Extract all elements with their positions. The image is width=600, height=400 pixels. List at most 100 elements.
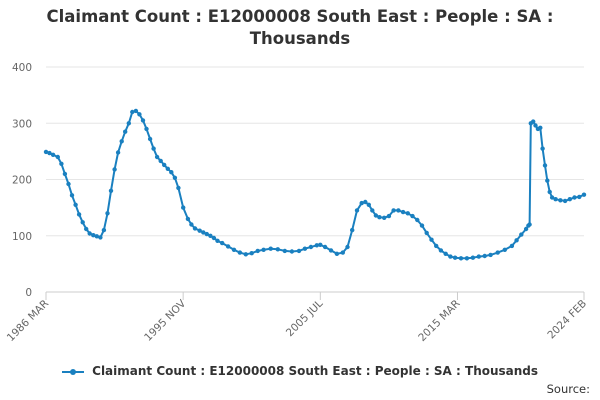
data-point bbox=[533, 123, 538, 128]
data-point bbox=[73, 202, 78, 207]
data-point bbox=[147, 136, 153, 142]
y-tick-label: 0 bbox=[25, 287, 32, 299]
data-point bbox=[172, 175, 178, 180]
data-point bbox=[391, 208, 396, 213]
data-point bbox=[470, 255, 476, 260]
data-point bbox=[396, 208, 401, 213]
data-point bbox=[538, 125, 543, 130]
data-point bbox=[84, 226, 89, 232]
data-point bbox=[350, 227, 355, 233]
data-point bbox=[302, 246, 308, 251]
data-point bbox=[133, 108, 139, 114]
data-point bbox=[363, 199, 368, 205]
data-point bbox=[126, 121, 131, 126]
data-point bbox=[261, 247, 266, 252]
data-point bbox=[419, 223, 425, 228]
data-point bbox=[577, 194, 582, 200]
data-point bbox=[91, 233, 96, 238]
data-point bbox=[151, 146, 156, 151]
data-point bbox=[476, 254, 481, 259]
data-point bbox=[410, 213, 415, 219]
data-point bbox=[94, 234, 100, 239]
legend[interactable]: Claimant Count : E12000008 South East : … bbox=[0, 364, 600, 378]
data-point bbox=[201, 230, 206, 235]
data-point bbox=[282, 248, 287, 254]
data-point bbox=[165, 166, 170, 171]
data-point bbox=[438, 248, 444, 253]
data-point bbox=[527, 222, 532, 227]
data-point bbox=[296, 248, 302, 254]
x-axis: 1986 MAR 1995 NOV 2005 JUL 2015 MAR 2024 FEB bbox=[5, 292, 589, 344]
data-point bbox=[549, 195, 555, 200]
data-point bbox=[382, 215, 387, 220]
data-point bbox=[268, 246, 273, 251]
data-point bbox=[154, 154, 160, 160]
x-tick-label: 2015 MAR bbox=[416, 298, 462, 344]
data-point bbox=[119, 139, 124, 144]
data-point bbox=[502, 247, 507, 252]
data-point bbox=[123, 129, 128, 134]
data-point bbox=[370, 208, 375, 213]
x-tick-label: 1986 MAR bbox=[5, 298, 51, 344]
data-point bbox=[581, 192, 587, 197]
data-point bbox=[405, 211, 410, 216]
data-point bbox=[531, 119, 536, 124]
data-point bbox=[345, 244, 350, 250]
data-point bbox=[105, 211, 110, 216]
data-point bbox=[562, 198, 568, 204]
data-point bbox=[354, 208, 360, 213]
data-point bbox=[373, 213, 379, 218]
y-tick-label: 300 bbox=[12, 118, 32, 130]
data-point bbox=[509, 243, 515, 249]
data-point bbox=[249, 251, 254, 256]
data-point bbox=[220, 240, 225, 246]
data-point bbox=[204, 231, 209, 237]
data-point bbox=[43, 149, 49, 155]
data-point bbox=[55, 154, 60, 160]
data-point bbox=[50, 152, 56, 157]
chart-title-line-1: Claimant Count : E12000008 South East : … bbox=[46, 7, 554, 26]
source-label: Source: bbox=[546, 382, 590, 396]
data-point bbox=[328, 248, 334, 253]
data-point bbox=[386, 213, 392, 219]
data-point bbox=[488, 252, 493, 258]
data-point bbox=[69, 193, 75, 198]
data-point bbox=[243, 252, 248, 257]
data-point bbox=[523, 226, 529, 232]
data-point bbox=[318, 242, 323, 247]
data-point bbox=[176, 185, 181, 191]
data-point bbox=[308, 244, 314, 250]
data-point bbox=[424, 230, 429, 236]
data-point bbox=[162, 162, 167, 168]
data-point bbox=[197, 228, 202, 233]
data-point bbox=[334, 251, 340, 256]
data-point bbox=[137, 112, 142, 117]
data-point bbox=[400, 209, 406, 215]
data-point bbox=[237, 250, 243, 255]
data-point bbox=[482, 253, 487, 259]
data-point bbox=[189, 222, 194, 227]
data-point bbox=[514, 238, 519, 243]
data-point bbox=[192, 226, 198, 231]
data-point bbox=[211, 235, 217, 241]
chart-title: Claimant Count : E12000008 South East : … bbox=[0, 6, 600, 50]
data-point bbox=[553, 197, 558, 202]
data-point bbox=[545, 178, 550, 183]
data-point bbox=[208, 233, 213, 238]
data-point bbox=[169, 170, 174, 175]
data-point bbox=[359, 200, 364, 206]
x-tick-label: 1995 NOV bbox=[142, 297, 189, 344]
data-point bbox=[101, 227, 107, 233]
x-tick-label: 2005 JUL bbox=[284, 298, 326, 340]
data-point bbox=[540, 146, 545, 151]
data-point bbox=[322, 244, 328, 250]
data-point bbox=[547, 189, 552, 195]
chart-title-line-2: Thousands bbox=[249, 29, 351, 48]
data-point bbox=[87, 231, 92, 236]
legend-label: Claimant Count : E12000008 South East : … bbox=[92, 364, 539, 378]
y-tick-label: 100 bbox=[12, 231, 32, 243]
data-point bbox=[275, 247, 280, 252]
data-point bbox=[130, 109, 135, 115]
data-point bbox=[567, 197, 572, 202]
